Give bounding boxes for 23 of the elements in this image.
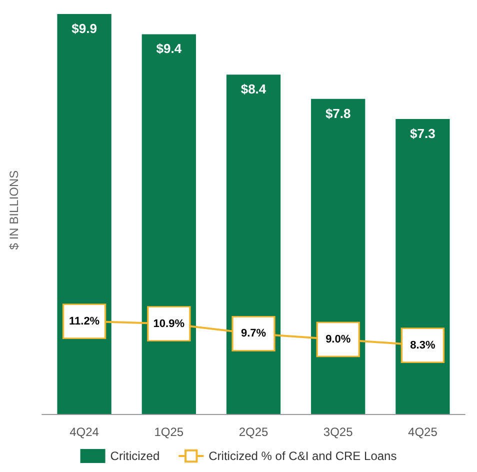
x-tick-label: 2Q25 — [238, 425, 268, 439]
data-label: $9.4 — [156, 41, 182, 56]
data-label: 9.0% — [326, 333, 351, 346]
x-tick-label: 3Q25 — [323, 425, 354, 439]
bar — [142, 34, 196, 414]
x-tick-label: 1Q25 — [154, 425, 184, 439]
legend-label: Criticized % of C&I and CRE Loans — [208, 449, 397, 463]
bar — [57, 14, 112, 414]
data-label: $7.8 — [325, 106, 351, 121]
y-axis-title: $ IN BILLIONS — [7, 170, 21, 250]
legend-label: Criticized — [110, 449, 160, 463]
data-label: $8.4 — [240, 82, 267, 97]
bar — [226, 74, 281, 414]
data-label: 11.2% — [69, 315, 100, 328]
data-label: $7.3 — [410, 126, 436, 142]
x-tick-label: 4Q24 — [70, 425, 100, 439]
bar — [396, 119, 450, 414]
x-tick-label: 4Q25 — [408, 425, 438, 439]
data-label: $9.9 — [72, 21, 97, 36]
data-label: 10.9% — [153, 318, 185, 330]
data-label: 9.7% — [240, 328, 266, 340]
bar — [311, 98, 366, 414]
data-label: 8.3% — [410, 339, 436, 352]
